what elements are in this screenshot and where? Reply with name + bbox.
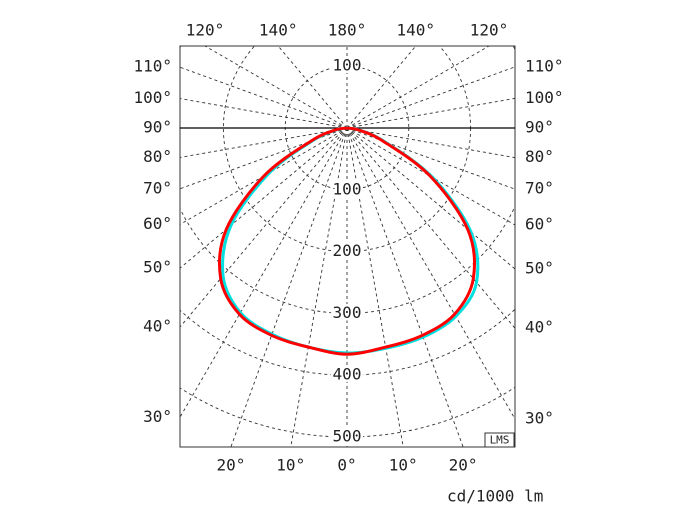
angle-label: 0° (337, 456, 356, 475)
radius-label: 400 (333, 365, 362, 384)
angle-label: 20° (216, 456, 245, 475)
grid-radial (346, 127, 515, 329)
angle-label: 110° (525, 56, 564, 75)
grid-radial (180, 66, 348, 129)
angle-label: 20° (449, 456, 478, 475)
radius-label: 300 (333, 303, 362, 322)
grid-radial (180, 127, 348, 328)
curves (218, 126, 480, 356)
angle-label: 60° (525, 214, 554, 233)
grid (180, 46, 515, 447)
grid-radial (346, 127, 515, 190)
angle-label: 80° (143, 147, 172, 166)
angle-label: 40° (143, 317, 172, 336)
angle-label: 10° (389, 456, 418, 475)
radius-label: 100 (333, 179, 362, 198)
labels: 30° 30° 40° 40° 50° 50° 60° 60° 70° 70° 80° 80° 90° 9… (133, 21, 563, 475)
grid-radial (346, 127, 515, 159)
angle-label: 70° (525, 179, 554, 198)
angle-label: 10° (276, 456, 305, 475)
grid-radial (346, 66, 515, 129)
angle-label: 140° (259, 21, 298, 40)
angle-label: 50° (525, 258, 554, 277)
angle-label: 70° (143, 178, 172, 197)
radius-label: 200 (333, 241, 362, 260)
units-label: cd/1000 lm (447, 487, 543, 506)
angle-label: 120° (470, 21, 509, 40)
angle-label: 90° (525, 118, 554, 137)
angle-label: 80° (525, 147, 554, 166)
radius-label: 500 (333, 427, 362, 446)
angle-label: 60° (143, 214, 172, 233)
angle-label: 100° (525, 88, 564, 107)
grid-radial (346, 97, 515, 129)
grid-radial (346, 127, 464, 447)
angle-label: 110° (133, 57, 172, 76)
angle-label: 140° (397, 21, 436, 40)
angle-label: 120° (186, 21, 225, 40)
grid-radial (180, 98, 348, 129)
angle-label: 50° (143, 258, 172, 277)
grid-radial (180, 127, 348, 269)
grid-radial (180, 127, 348, 418)
badge-box (484, 432, 515, 448)
angle-label: 100° (133, 88, 172, 107)
radius-label: 100 (333, 56, 362, 75)
intensity-curve (218, 126, 476, 356)
grid-radial (346, 127, 515, 420)
angle-label: 30° (143, 407, 172, 426)
grid-radial (346, 127, 515, 270)
grid-radial (180, 127, 348, 158)
angle-label: 40° (525, 318, 554, 337)
plot-frame (179, 45, 516, 448)
angle-label: 30° (525, 408, 554, 427)
grid-radial (230, 127, 348, 447)
angle-label: 90° (143, 118, 172, 137)
angle-label: 180° (328, 21, 367, 40)
badge: LMS (490, 434, 510, 447)
